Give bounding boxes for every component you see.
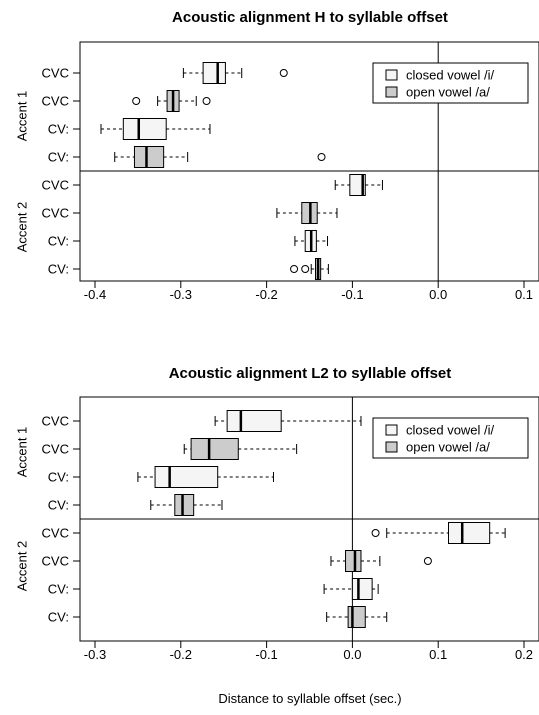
iqr-box [351,578,373,600]
boxplot-row [330,550,432,572]
row-label: CVC [42,526,69,541]
boxplot-row [183,438,298,460]
boxplot-row [290,258,329,280]
legend-swatch [385,424,398,436]
boxplot-row [276,202,338,224]
group-label: Accent 2 [15,541,30,592]
boxplot-row [100,118,211,140]
row-label: CVC [42,178,69,193]
x-tick-label: -0.3 [170,287,192,302]
boxplot-panel-1: Acoustic alignment H to syllable offset -… [15,9,539,302]
x-tick-label: -0.2 [170,647,192,662]
row-label: CVC [42,554,69,569]
panel-title: Acoustic alignment H to syllable offset [172,9,448,26]
iqr-box [122,118,167,140]
boxplot-row [114,146,326,168]
row-label: CVC [42,206,69,221]
iqr-box [133,146,165,168]
boxplot-row [150,494,223,516]
x-tick-label: -0.1 [255,647,277,662]
boxplot-row [132,90,211,112]
legend-label: open vowel /a/ [406,440,490,455]
boxplot-row [294,230,329,252]
group-label: Accent 2 [15,202,30,253]
row-label: CV: [48,122,69,137]
x-tick-label: 0.0 [343,647,361,662]
x-tick-label: 0.1 [515,287,533,302]
x-tick-label: -0.1 [341,287,363,302]
legend-label: open vowel /a/ [406,85,490,100]
outlier-point [371,529,380,537]
x-tick-label: -0.2 [255,287,277,302]
outlier-point [290,265,299,273]
iqr-box [345,550,362,572]
row-label: CVC [42,414,69,429]
x-tick-label: 0.1 [429,647,447,662]
outlier-point [301,265,310,273]
iqr-box [202,62,226,84]
row-label: CV: [48,610,69,625]
iqr-box [174,494,195,516]
legend-box [372,62,529,104]
row-label: CVC [42,94,69,109]
row-label: CVC [42,442,69,457]
boxplot-row [326,606,388,628]
panel-title: Acoustic alignment L2 to syllable offset [169,365,452,382]
outlier-point [423,557,432,565]
legend-label: closed vowel /i/ [406,68,495,83]
outlier-point [317,153,326,161]
iqr-box [154,466,219,488]
boxplot-row [214,410,362,432]
boxplot-row [137,466,274,488]
row-label: CV: [48,470,69,485]
x-tick-label: -0.3 [84,647,106,662]
legend-label: closed vowel /i/ [406,423,495,438]
row-label: CV: [48,582,69,597]
iqr-box [226,410,282,432]
boxplot-row [182,62,288,84]
x-axis-label: Distance to syllable offset (sec.) [218,691,401,706]
group-label: Accent 1 [15,427,30,478]
x-tick-label: -0.4 [84,287,106,302]
x-tick-label: 0.0 [429,287,447,302]
iqr-box [349,174,366,196]
outlier-point [279,69,288,77]
legend: closed vowel /i/open vowel /a/ [372,62,529,104]
legend-swatch [385,86,398,98]
x-tick-label: 0.2 [515,647,533,662]
boxplot-panel-2: Acoustic alignment L2 to syllable offset… [15,365,539,662]
iqr-box [347,606,366,628]
boxplot-row [371,522,506,544]
legend: closed vowel /i/open vowel /a/ [372,417,529,459]
row-label: CVC [42,66,69,81]
legend-swatch [385,69,398,81]
row-label: CV: [48,262,69,277]
outlier-point [132,97,141,105]
boxplot-row [334,174,383,196]
legend-swatch [385,441,398,453]
group-label: Accent 1 [15,91,30,142]
iqr-box [447,522,491,544]
legend-box [372,417,529,459]
outlier-point [202,97,211,105]
row-label: CV: [48,150,69,165]
plot-frame [79,41,539,282]
row-label: CV: [48,498,69,513]
row-label: CV: [48,234,69,249]
boxplot-row [323,578,379,600]
iqr-box [190,438,239,460]
